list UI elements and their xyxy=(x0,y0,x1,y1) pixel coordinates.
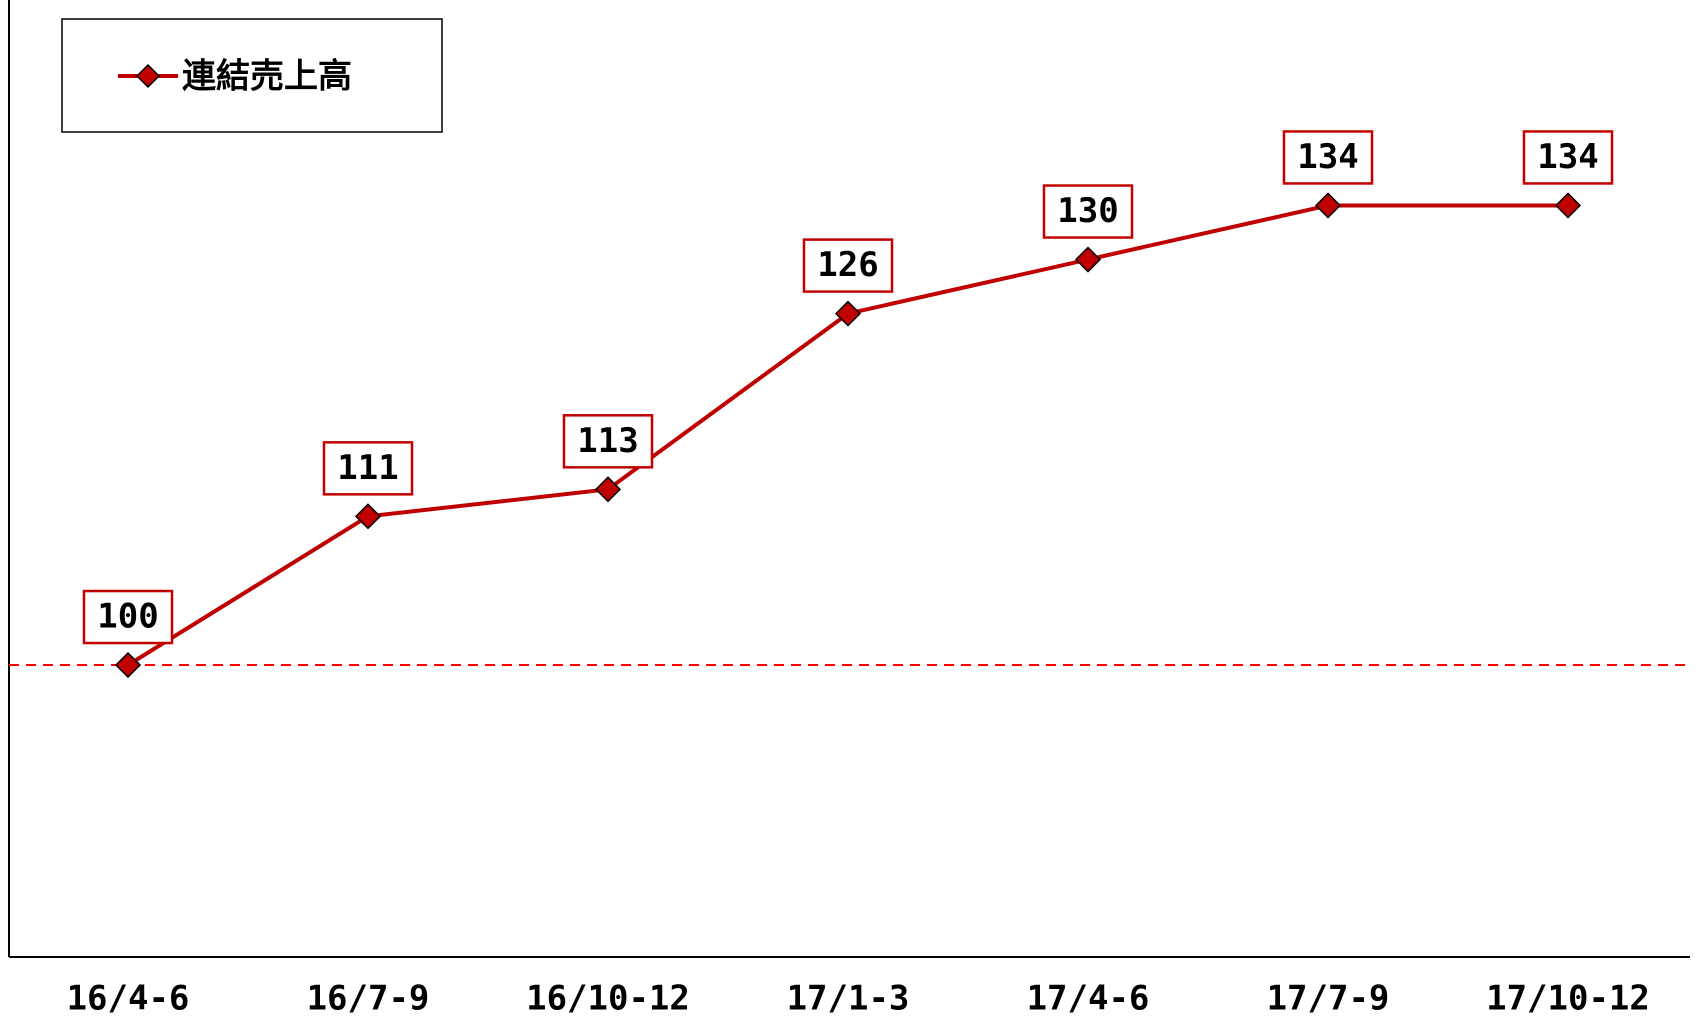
point-marker xyxy=(1554,192,1582,219)
data-label-box xyxy=(1282,130,1374,185)
data-label-box xyxy=(1522,130,1614,185)
data-label-box xyxy=(562,414,654,469)
legend-marker xyxy=(135,63,161,89)
point-marker xyxy=(114,651,142,679)
x-tick-label: 16/4-6 xyxy=(67,979,190,1019)
data-label: 111 xyxy=(337,448,398,488)
x-tick-label: 17/1-3 xyxy=(787,979,910,1019)
data-label: 100 xyxy=(97,597,158,637)
point-marker xyxy=(1074,246,1102,273)
x-tick-label: 16/10-12 xyxy=(526,979,690,1019)
x-tick-label: 16/7-9 xyxy=(307,979,430,1019)
point-marker xyxy=(354,503,382,530)
data-label: 134 xyxy=(1297,137,1358,177)
x-tick-label: 17/7-9 xyxy=(1267,979,1390,1019)
x-tick-label: 17/4-6 xyxy=(1027,979,1150,1019)
point-marker xyxy=(1314,192,1342,219)
x-tick-label: 17/10-12 xyxy=(1486,979,1650,1019)
data-label: 126 xyxy=(817,245,878,285)
data-label: 134 xyxy=(1537,137,1598,177)
point-marker xyxy=(834,300,862,327)
data-label-box xyxy=(1042,184,1134,239)
data-label-box xyxy=(802,238,894,293)
data-label: 130 xyxy=(1057,191,1118,231)
data-label: 113 xyxy=(577,421,638,461)
data-label-box xyxy=(82,589,174,645)
data-label-box xyxy=(322,441,414,496)
legend-label: 連結売上高 xyxy=(182,57,352,97)
point-marker xyxy=(594,476,622,503)
